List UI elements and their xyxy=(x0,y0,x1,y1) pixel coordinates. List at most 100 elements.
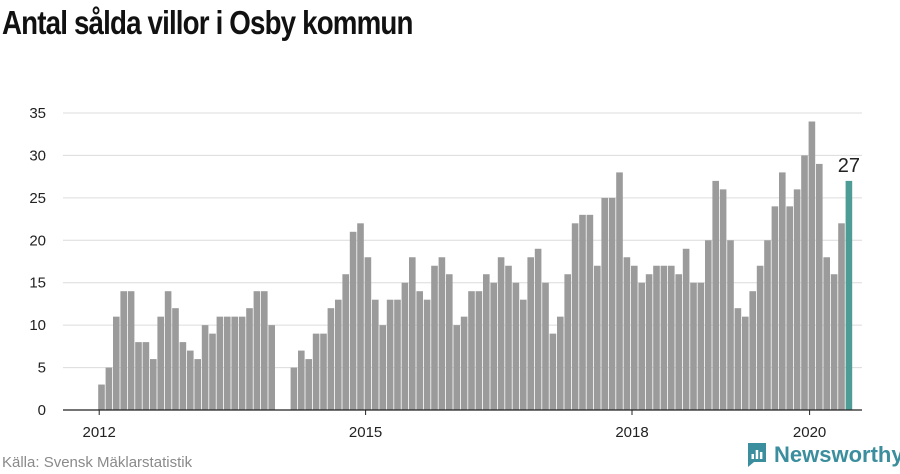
newsworthy-logo-icon xyxy=(748,443,766,467)
bar xyxy=(201,325,209,410)
bar xyxy=(127,291,135,410)
y-tick-label: 10 xyxy=(29,317,46,334)
bar xyxy=(446,274,453,410)
y-tick-label: 25 xyxy=(29,190,46,207)
y-axis-labels: 0 5 10 15 20 25 30 35 xyxy=(29,105,46,419)
bar xyxy=(571,223,579,410)
bar xyxy=(764,240,771,410)
bar xyxy=(638,282,645,410)
bar xyxy=(460,316,468,410)
bar xyxy=(712,180,719,410)
bar xyxy=(756,265,764,410)
bar xyxy=(453,325,460,410)
x-tick-label: 2012 xyxy=(83,424,116,441)
bar xyxy=(290,367,298,410)
bar xyxy=(816,163,823,410)
bar xyxy=(113,316,120,410)
bar xyxy=(416,291,423,410)
bar xyxy=(623,257,631,410)
bar xyxy=(512,282,520,410)
y-tick-label: 35 xyxy=(29,105,46,122)
y-tick-label: 20 xyxy=(29,232,46,249)
bar xyxy=(823,257,830,410)
bar xyxy=(490,282,497,410)
bar xyxy=(801,155,808,410)
bar xyxy=(357,223,364,410)
bar xyxy=(838,223,845,410)
bar xyxy=(231,316,238,410)
bar xyxy=(120,291,127,410)
bar xyxy=(98,384,105,410)
bar xyxy=(475,291,483,410)
bar xyxy=(261,291,268,410)
bar xyxy=(705,240,712,410)
bar xyxy=(135,342,142,410)
bar xyxy=(342,274,349,410)
bar xyxy=(179,342,187,410)
bar xyxy=(468,291,475,410)
annotations: 27 xyxy=(838,155,860,177)
bar xyxy=(771,206,779,410)
bar xyxy=(320,333,327,410)
brand-name: Newsworthy xyxy=(774,442,900,467)
bar xyxy=(542,282,549,410)
bar xyxy=(549,333,557,410)
bar xyxy=(246,308,253,410)
x-tick-label: 2020 xyxy=(793,424,826,441)
bar xyxy=(305,359,312,410)
bar xyxy=(505,265,512,410)
bar xyxy=(483,274,490,410)
bar xyxy=(268,325,275,410)
bar xyxy=(608,197,616,410)
bar xyxy=(401,282,409,410)
bar xyxy=(594,265,601,410)
bar xyxy=(616,172,623,410)
bar xyxy=(423,299,431,410)
bar xyxy=(253,291,261,410)
bar xyxy=(675,274,682,410)
bar xyxy=(697,282,705,410)
x-tick-label: 2015 xyxy=(349,424,382,441)
source-note: Källa: Svensk Mäklarstatistik xyxy=(2,454,193,471)
highlight-value-label: 27 xyxy=(838,155,860,177)
bar xyxy=(631,265,638,410)
bar xyxy=(719,189,727,410)
bar xyxy=(690,282,697,410)
bar xyxy=(534,248,542,410)
x-tick-label: 2018 xyxy=(615,424,648,441)
bar xyxy=(793,189,801,410)
y-tick-label: 5 xyxy=(38,360,46,377)
bar xyxy=(364,257,372,410)
bar xyxy=(682,248,690,410)
bar xyxy=(438,257,446,410)
bar xyxy=(394,299,401,410)
bar xyxy=(335,299,342,410)
bar xyxy=(586,214,594,410)
bar xyxy=(727,240,734,410)
bar xyxy=(187,350,194,410)
bar xyxy=(224,316,231,410)
bar xyxy=(830,274,838,410)
chart-title: Antal sålda villor i Osby kommun xyxy=(2,4,413,41)
bar xyxy=(668,265,675,410)
bar xyxy=(645,274,653,410)
bar xyxy=(379,325,386,410)
bar xyxy=(372,299,379,410)
bar xyxy=(579,214,586,410)
bars xyxy=(98,121,853,410)
bar xyxy=(105,367,113,410)
bar xyxy=(734,308,742,410)
brand-logo[interactable]: Newsworthy xyxy=(746,442,900,468)
bar xyxy=(172,308,179,410)
bar xyxy=(157,316,164,410)
bar xyxy=(194,359,201,410)
bar xyxy=(520,299,527,410)
bar xyxy=(216,316,224,410)
bar xyxy=(742,316,749,410)
bar xyxy=(349,231,357,410)
x-axis-labels: 2012 2015 2018 2020 xyxy=(83,410,826,441)
bar xyxy=(386,299,394,410)
y-tick-label: 30 xyxy=(29,147,46,164)
bar xyxy=(298,350,305,410)
